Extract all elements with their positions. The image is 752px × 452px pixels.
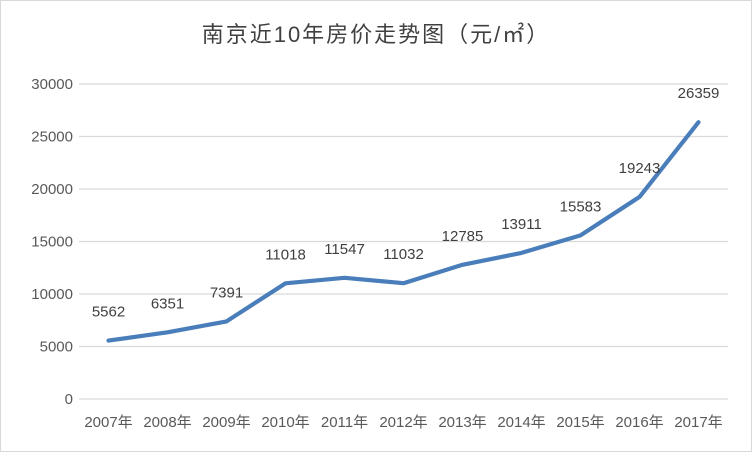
- data-label: 15583: [560, 198, 602, 215]
- data-label: 12785: [442, 228, 484, 245]
- x-tick-label: 2012年: [379, 414, 427, 431]
- data-label: 6351: [151, 295, 184, 312]
- data-label: 11547: [324, 241, 365, 258]
- y-tick-label: 0: [65, 391, 73, 408]
- price-trend-line: [106, 120, 701, 343]
- y-tick-label: 25000: [31, 129, 73, 146]
- x-tick-label: 2011年: [321, 414, 368, 431]
- x-tick-label: 2007年: [84, 414, 132, 431]
- data-label: 7391: [210, 284, 243, 301]
- x-tick-label: 2014年: [497, 414, 545, 431]
- x-tick-label: 2010年: [261, 414, 309, 431]
- x-tick-label: 2017年: [674, 414, 722, 431]
- data-label: 11018: [265, 246, 306, 263]
- x-tick-label: 2009年: [202, 414, 250, 431]
- y-tick-label: 10000: [31, 286, 73, 303]
- data-label: 11032: [383, 246, 424, 263]
- y-tick-label: 5000: [40, 339, 73, 356]
- data-label: 5562: [92, 304, 125, 321]
- y-tick-label: 20000: [31, 181, 73, 198]
- chart-title: 南京近10年房价走势图（元/㎡）: [201, 22, 551, 47]
- y-tick-label: 15000: [31, 234, 73, 251]
- data-label: 13911: [501, 216, 542, 233]
- x-tick-label: 2015年: [556, 414, 604, 431]
- x-tick-label: 2008年: [143, 414, 191, 431]
- data-label: 26359: [678, 85, 720, 102]
- y-tick-label: 30000: [31, 76, 73, 93]
- x-tick-label: 2013年: [438, 414, 486, 431]
- data-label: 19243: [619, 160, 661, 177]
- x-tick-label: 2016年: [615, 414, 663, 431]
